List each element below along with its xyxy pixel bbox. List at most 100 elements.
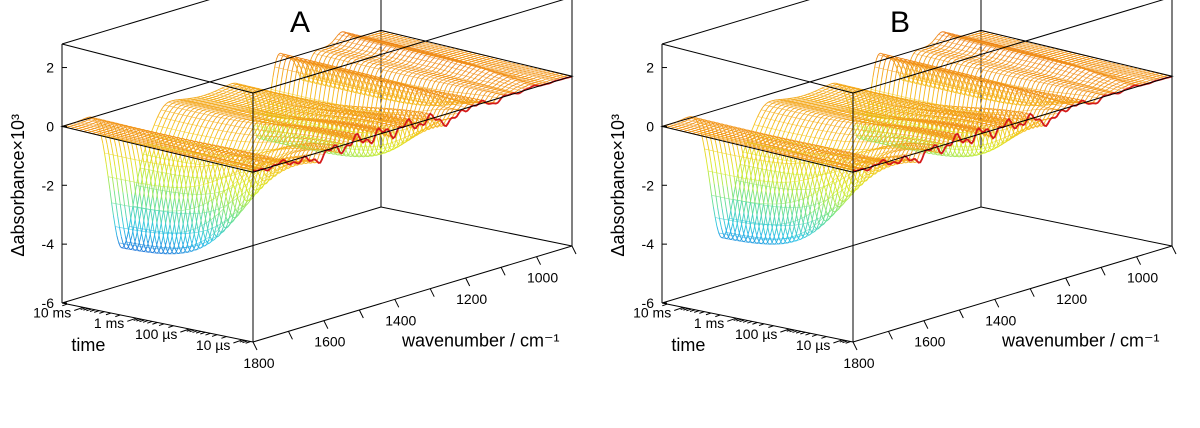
x-axis-label: wavenumber / cm⁻¹ [1001,330,1160,350]
axes-bottom [61,245,573,343]
y-tick [662,303,668,307]
z-tick-label: 0 [646,118,654,134]
front-spectrum-line [253,75,573,172]
y-tick [839,339,845,343]
x-tick [852,341,858,351]
y-tick [752,322,758,325]
x-tick [500,267,506,276]
y-tick [186,329,192,332]
y-tick [842,340,848,344]
y-tick-label: 100 µs [135,326,177,342]
y-tick [805,332,811,336]
y-tick-label: 10 ms [33,304,71,320]
x-tick [358,309,364,319]
y-tick [158,323,165,327]
y-tick [242,340,248,344]
y-tick [147,320,153,324]
y-tick-label: 10 µs [196,337,231,353]
z-axis-label: Δabsorbance×10³ [8,114,28,257]
y-tick [780,328,790,333]
chart-title: B [890,6,910,39]
y-tick [83,307,89,311]
y-tick [192,330,198,333]
y-tick [142,320,149,323]
x-tick [1029,288,1035,297]
y-tick [195,330,202,334]
y-tick [727,317,737,322]
x-tick [252,341,258,351]
y-tick [705,312,712,316]
z-tick-label: -6 [642,295,655,311]
y-tick [233,339,243,344]
x-tick-label: 1400 [385,312,416,328]
x-axis-label: wavenumber / cm⁻¹ [401,330,560,350]
z-tick-label: -4 [42,236,55,252]
z-tick-label: -4 [642,236,655,252]
x-tick [923,320,929,329]
surface-chart-b: B 1800 1600 1400 1200 1000 wavenumber / cm⁻¹ 10… [608,0,1177,371]
y-tick [180,328,190,333]
y-tick [94,310,100,313]
y-tick [245,341,251,344]
axes-box-front [661,0,1173,342]
z-axis-label: Δabsorbance×10³ [608,114,628,257]
chart-title: A [290,6,310,39]
y-tick [747,320,753,324]
y-tick [845,341,851,344]
x-tick-label: 1800 [843,355,874,371]
y-tick [127,317,137,322]
x-tick-label: 1000 [527,270,558,286]
y-axis-label: time [671,335,705,355]
x-tick [1171,245,1177,255]
y-tick [811,334,818,337]
y-tick [795,330,802,334]
zero-plane [60,29,574,173]
x-tick [323,320,329,329]
y-tick [733,318,739,321]
y-tick [742,320,749,323]
y-tick [221,336,227,339]
x-tick-label: 1800 [243,355,274,371]
chart-panel-b: B 1800 1600 1400 1200 1000 wavenumber / cm⁻¹ 10… [600,0,1200,428]
surface-mesh [61,29,573,255]
x-tick [1100,267,1106,276]
y-tick [786,329,792,332]
y-tick [239,339,245,343]
z-tick-label: -6 [42,295,55,311]
y-tick [694,310,700,313]
y-tick [699,311,705,314]
y-tick [152,322,158,325]
y-tick [821,336,827,339]
y-tick [99,311,105,314]
y-tick [74,306,84,311]
x-tick-label: 1000 [1127,270,1158,286]
y-tick [715,314,721,318]
y-tick [133,318,139,321]
y-tick [86,308,92,312]
x-tick [887,331,893,340]
y-tick [62,303,68,307]
surface-mesh [661,29,1173,245]
z-tick-label: -2 [642,177,655,193]
x-tick-label: 1600 [914,334,945,350]
y-tick [683,307,689,311]
x-tick-label: 1200 [1056,291,1087,307]
x-tick [994,299,1000,308]
y-tick-label: 10 ms [633,304,671,320]
x-tick [465,277,471,287]
y-tick-label: 100 µs [735,326,777,342]
axes-bottom [661,245,1173,343]
x-tick-label: 1200 [456,291,487,307]
x-tick [958,309,964,319]
z-tick-label: 2 [46,60,54,76]
y-tick-label: 1 ms [694,315,724,331]
y-tick [139,319,145,323]
y-tick [200,331,206,335]
z-tick-label: -2 [42,177,55,193]
x-tick [1065,277,1071,287]
y-tick [674,306,684,311]
x-tick-label: 1400 [985,312,1016,328]
chart-panel-a: A 1800 1600 1400 1200 1000 wavenumber / cm⁻¹ 10… [8,0,577,371]
y-tick [800,331,806,335]
y-tick [168,325,174,328]
